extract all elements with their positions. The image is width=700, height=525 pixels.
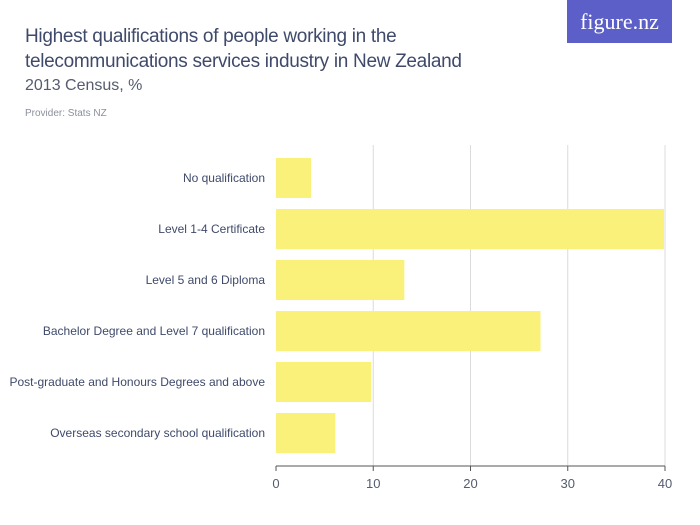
provider-label: Provider: Stats NZ <box>25 108 107 119</box>
category-label: Bachelor Degree and Level 7 qualificatio… <box>43 324 265 338</box>
bar <box>276 362 372 402</box>
x-tick-label: 30 <box>561 476 575 491</box>
x-tick-label: 40 <box>658 476 672 491</box>
category-label: Post-graduate and Honours Degrees and ab… <box>9 375 265 389</box>
category-label: Overseas secondary school qualification <box>50 426 265 440</box>
category-label: No qualification <box>183 171 265 185</box>
x-tick-label: 20 <box>463 476 477 491</box>
chart-subtitle: 2013 Census, % <box>25 77 143 94</box>
x-tick-label: 10 <box>366 476 380 491</box>
bar <box>276 158 312 198</box>
category-label: Level 5 and 6 Diploma <box>146 273 266 287</box>
bar <box>276 413 336 453</box>
chart-title: Highest qualifications of people working… <box>25 26 462 72</box>
x-tick-label: 0 <box>272 476 279 491</box>
figure-nz-logo[interactable]: figure.nz <box>567 0 672 43</box>
bar <box>276 260 405 300</box>
bar <box>276 311 541 351</box>
category-label: Level 1-4 Certificate <box>158 222 265 236</box>
bar <box>276 209 665 249</box>
